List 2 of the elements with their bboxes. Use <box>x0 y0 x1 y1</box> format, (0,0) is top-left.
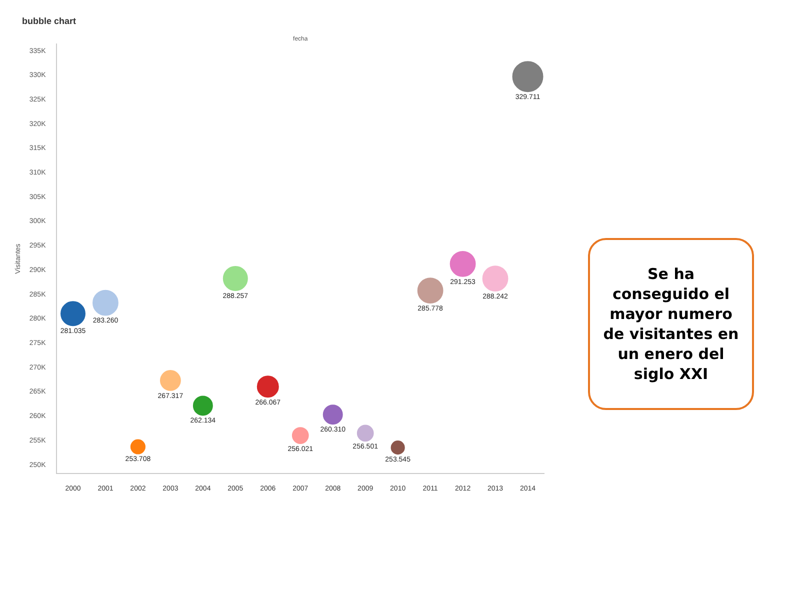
chart-title: bubble chart <box>22 16 76 26</box>
text: Se ha conseguido el mayor numero de visitantes en un enero del siglo XXI <box>588 238 754 410</box>
